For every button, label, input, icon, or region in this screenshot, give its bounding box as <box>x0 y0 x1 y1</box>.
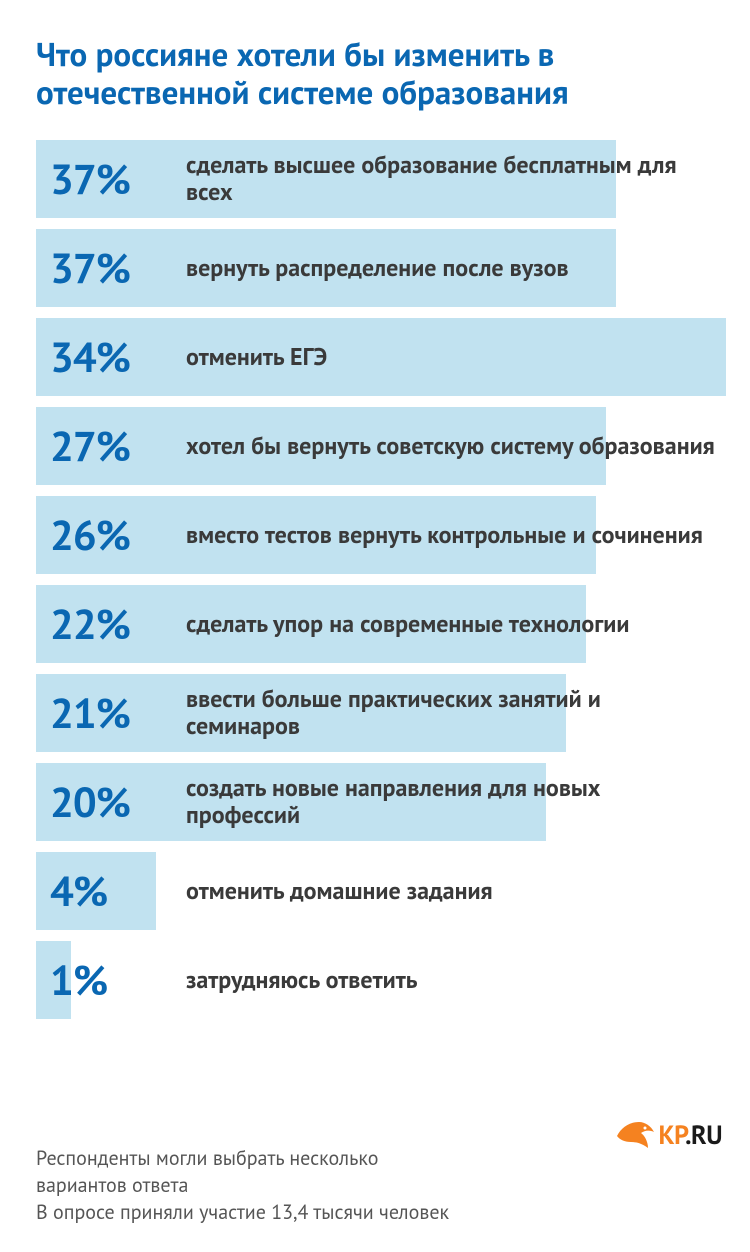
bar-percent: 37% <box>36 240 130 295</box>
bar-label: отменить ЕГЭ <box>186 318 720 396</box>
bar-label: отменить домашние задания <box>186 852 720 930</box>
bar-percent: 21% <box>36 685 130 740</box>
bar-percent: 4% <box>36 863 107 918</box>
bar-label: ввести больше практических занятий и сем… <box>186 674 720 752</box>
bar-row: 37% сделать высшее образование бесплатным… <box>36 140 720 218</box>
bar-row: 4% отменить домашние задания <box>36 852 720 930</box>
bar-row: 21% ввести больше практических занятий и … <box>36 674 720 752</box>
bar-row: 20% создать новые направления для новых п… <box>36 763 720 841</box>
logo-text: KP.RU <box>659 1119 722 1152</box>
bar-row: 34% отменить ЕГЭ <box>36 318 720 396</box>
bar-label: вместо тестов вернуть контрольные и сочи… <box>186 496 720 574</box>
bar-percent: 22% <box>36 596 130 651</box>
footer-line-2: В опросе приняли участие 13,4 тысячи чел… <box>36 1199 466 1226</box>
bar-label: создать новые направления для новых проф… <box>186 763 720 841</box>
bar-percent: 20% <box>36 774 130 829</box>
logo-ru: .RU <box>685 1119 722 1152</box>
bar-label: хотел бы вернуть советскую систему образ… <box>186 407 720 485</box>
bar-row: 26% вместо тестов вернуть контрольные и с… <box>36 496 720 574</box>
bar-fill: 1% <box>36 941 71 1019</box>
bar-row: 1% затрудняюсь ответить <box>36 941 720 1019</box>
bar-percent: 1% <box>36 952 107 1007</box>
bar-percent: 37% <box>36 151 130 206</box>
footer-note: Респонденты могли выбрать несколько вари… <box>36 1145 466 1226</box>
infographic-container: Что россияне хотели бы изменить в отечес… <box>0 0 750 1079</box>
bar-row: 37% вернуть распределение после вузов <box>36 229 720 307</box>
bar-label: сделать упор на современные технологии <box>186 585 720 663</box>
bar-label: вернуть распределение после вузов <box>186 229 720 307</box>
bar-percent: 26% <box>36 507 130 562</box>
bar-chart: 37% сделать высшее образование бесплатным… <box>36 140 720 1019</box>
bar-percent: 27% <box>36 418 130 473</box>
footer-line-1: Респонденты могли выбрать несколько вари… <box>36 1145 466 1199</box>
bar-label: затрудняюсь ответить <box>186 941 720 1019</box>
bar-row: 27% хотел бы вернуть советскую систему об… <box>36 407 720 485</box>
bar-label: сделать высшее образование бесплатным дл… <box>186 140 720 218</box>
logo-kp: KP <box>659 1119 686 1152</box>
bar-fill: 4% <box>36 852 156 930</box>
chart-title: Что россияне хотели бы изменить в отечес… <box>36 36 720 112</box>
bar-row: 22% сделать упор на современные технологи… <box>36 585 720 663</box>
bar-percent: 34% <box>36 329 130 384</box>
source-logo: KP.RU <box>615 1118 722 1152</box>
logo-bird-icon <box>615 1118 655 1152</box>
